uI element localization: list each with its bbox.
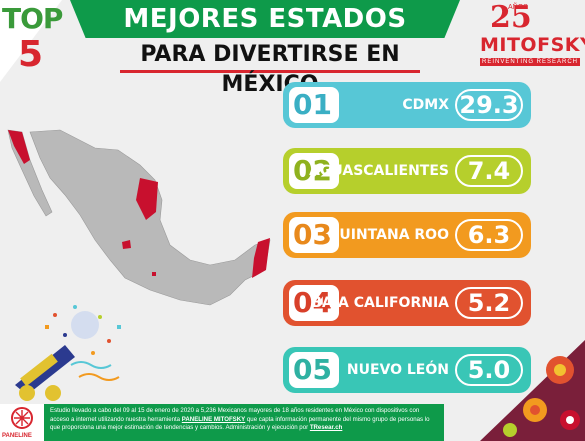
logo-tagline: REINVENTING RESEARCH — [480, 58, 580, 66]
rank-value: 29.3 — [455, 89, 523, 121]
page-subtitle: PARA DIVERTIRSE EN MÉXICO — [120, 40, 420, 97]
logo-name: MITOFSKY — [480, 34, 585, 56]
title-banner — [70, 0, 460, 38]
logo-years: 25 — [490, 0, 532, 35]
rank-value: 5.2 — [455, 287, 523, 319]
paneline-label: PANELINE — [2, 433, 32, 439]
footer-company-link[interactable]: TResear.ch — [309, 424, 343, 432]
paneline-logo: PANELINE — [0, 404, 44, 441]
nuevo-leon-state — [136, 178, 158, 220]
baja-california-state — [8, 130, 30, 164]
mexico-map — [7, 129, 271, 306]
rank-row-4: 04 BAJA CALIFORNIA 5.2 — [283, 280, 533, 326]
quintana-roo-state — [252, 238, 270, 278]
mitofsky-logo: 25 AÑOS MITOFSKY REINVENTING RESEARCH — [478, 0, 585, 70]
rank-state: NUEVO LEÓN — [346, 362, 449, 378]
floral-decoration — [480, 340, 585, 441]
badge-number: 5 — [18, 34, 44, 75]
rank-state: QUINTANA ROO — [327, 227, 449, 243]
footer-text-2: que capta información permanente del mis… — [50, 415, 430, 432]
confetti-illustration — [15, 305, 121, 401]
rank-row-2: 02 AGUASCALIENTES 7.4 — [283, 148, 533, 194]
rank-number: 05 — [289, 352, 339, 388]
page-title: MEJORES ESTADOS — [123, 4, 407, 34]
footer-text-1: Estudio llevado a cabo del 09 al 15 de e… — [50, 407, 420, 423]
rank-number: 01 — [289, 87, 339, 123]
rank-row-3: 03 QUINTANA ROO 6.3 — [283, 212, 533, 258]
rank-value: 7.4 — [455, 155, 523, 187]
mexico-mainland — [29, 129, 271, 306]
rank-state: AGUASCALIENTES — [309, 163, 449, 179]
rank-state: BAJA CALIFORNIA — [311, 295, 449, 311]
aguascalientes-state — [122, 240, 131, 249]
top5-badge: TOP 5 — [0, 0, 63, 82]
methodology-note: Estudio llevado a cabo del 09 al 15 de e… — [44, 404, 444, 441]
badge-top-text: TOP — [2, 2, 63, 35]
cdmx-state — [152, 272, 156, 276]
rank-state: CDMX — [402, 97, 449, 113]
logo-years-label: AÑOS — [508, 4, 528, 11]
rank-value: 5.0 — [455, 354, 523, 386]
rank-row-1: 01 CDMX 29.3 — [283, 82, 533, 128]
rank-number: 04 — [289, 285, 339, 321]
rank-number: 02 — [289, 153, 339, 189]
paneline-icon — [11, 407, 33, 429]
footer-tool-name: PANELINE MITOFSKY — [181, 415, 246, 423]
rank-number: 03 — [289, 217, 339, 253]
rank-row-5: 05 NUEVO LEÓN 5.0 — [283, 347, 533, 393]
rank-value: 6.3 — [455, 219, 523, 251]
